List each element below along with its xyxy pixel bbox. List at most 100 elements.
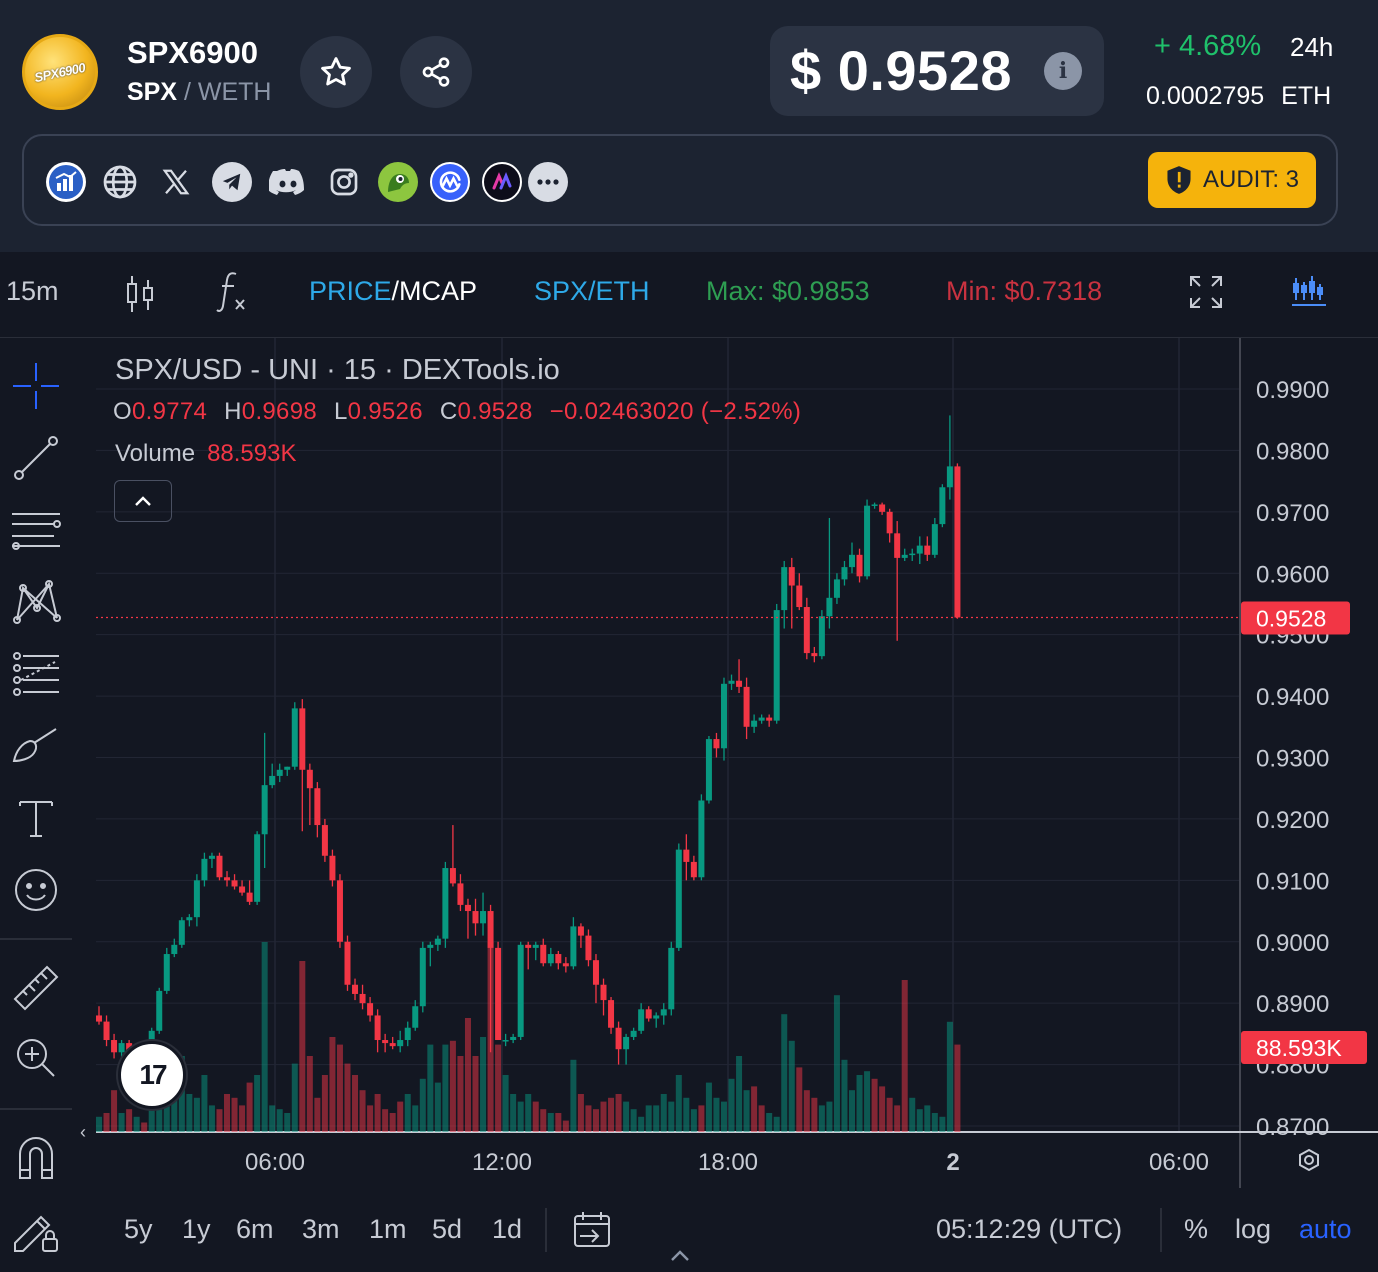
token-logo: SPX6900	[22, 34, 98, 110]
candle-body	[178, 920, 185, 945]
auto-scale-toggle[interactable]: auto	[1299, 1214, 1352, 1244]
token-logo-text: SPX6900	[33, 59, 87, 85]
range-1d[interactable]: 1d	[492, 1214, 523, 1244]
price-change-24h: + 4.68%	[1154, 30, 1262, 62]
volume-toggle-button[interactable]	[1290, 274, 1326, 313]
log-scale-toggle[interactable]: log	[1235, 1214, 1272, 1244]
volume-bar	[133, 1116, 140, 1132]
website-link[interactable]	[100, 162, 140, 202]
text-tool[interactable]	[8, 790, 64, 846]
volume-bar	[495, 1044, 502, 1132]
volume-bar	[683, 1097, 690, 1132]
candle-body	[344, 941, 351, 985]
candle-body	[577, 926, 584, 936]
range-5y[interactable]: 5y	[124, 1214, 153, 1244]
current-price-tag	[1241, 601, 1350, 635]
candle-body	[833, 579, 840, 598]
volume-bar	[254, 1075, 261, 1132]
volume-bar	[585, 1105, 592, 1132]
collapse-legend-button[interactable]	[114, 480, 172, 522]
candle-body	[796, 585, 803, 608]
volume-bar	[570, 1059, 577, 1132]
candle-body	[374, 1015, 381, 1041]
trend-line-tool[interactable]	[8, 430, 64, 486]
volume-tag	[1241, 1031, 1367, 1064]
price-mcap-toggle[interactable]: PRICE/MCAP	[309, 276, 477, 307]
candle-body	[359, 993, 366, 1004]
candle-body	[389, 1043, 396, 1047]
percent-scale-toggle[interactable]: %	[1184, 1214, 1209, 1244]
more-links-button[interactable]	[528, 162, 568, 202]
range-1m[interactable]: 1m	[369, 1214, 407, 1244]
brush-tool[interactable]	[8, 718, 64, 774]
favorite-button[interactable]	[300, 36, 372, 108]
coingecko-link[interactable]	[378, 162, 418, 202]
lock-drawing-tool[interactable]	[8, 1202, 64, 1258]
y-axis-label: 0.9900	[1256, 377, 1329, 404]
tradingview-logo[interactable]: 17	[118, 1041, 186, 1109]
crosshair-tool[interactable]	[8, 358, 64, 414]
volume-bar	[675, 1075, 682, 1132]
horizontal-lines-tool[interactable]	[8, 502, 64, 558]
candle-body	[585, 935, 592, 961]
go-to-date-button[interactable]	[572, 1210, 612, 1253]
y-axis-label: 0.9100	[1256, 868, 1329, 895]
volume-tag-text: 88.593K	[1256, 1035, 1342, 1061]
fib-retracement-tool[interactable]	[8, 646, 64, 702]
indicators-button[interactable]	[216, 270, 250, 319]
share-icon	[422, 57, 450, 87]
candle-body	[224, 877, 231, 881]
ruler-tool[interactable]	[8, 960, 64, 1016]
utc-clock[interactable]: 05:12:29 (UTC)	[936, 1214, 1123, 1244]
telegram-link[interactable]	[212, 162, 252, 202]
telegram-icon	[222, 173, 241, 191]
x-link[interactable]	[156, 162, 196, 202]
bottom-divider	[1160, 1208, 1162, 1252]
low-value: 0.9526	[347, 398, 423, 425]
candle-body	[562, 963, 569, 967]
volume-bar	[901, 980, 908, 1132]
interval-select[interactable]: 15m	[6, 276, 59, 306]
zoom-in-tool[interactable]	[8, 1030, 64, 1086]
magnet-icon	[19, 1137, 53, 1179]
coinmarketcap-link[interactable]	[430, 162, 470, 202]
y-axis-label: 0.9000	[1256, 930, 1329, 957]
price-label: PRICE	[309, 276, 392, 306]
volume-bar	[577, 1094, 584, 1132]
range-6m[interactable]: 6m	[236, 1214, 274, 1244]
volume-bar	[645, 1105, 652, 1132]
candle-body	[193, 880, 200, 918]
fullscreen-button[interactable]	[1188, 274, 1224, 315]
x-axis-label: 18:00	[698, 1149, 758, 1176]
candle-body	[931, 524, 938, 555]
candle-body	[329, 855, 336, 881]
open-key: O	[113, 398, 132, 425]
discord-link[interactable]	[268, 162, 308, 202]
volume-bar	[148, 1101, 155, 1132]
audit-button[interactable]: AUDIT: 3	[1148, 152, 1316, 208]
x-axis-label: 06:00	[1149, 1149, 1209, 1176]
volume-bar	[592, 1109, 599, 1132]
instagram-link[interactable]	[324, 162, 364, 202]
pair-toggle[interactable]: SPX/ETH	[534, 276, 650, 306]
range-5d[interactable]: 5d	[432, 1214, 463, 1244]
pattern-tool[interactable]	[8, 574, 64, 630]
volume-bar	[427, 1044, 434, 1132]
token-name: SPX6900	[127, 35, 258, 70]
share-button[interactable]	[400, 36, 472, 108]
range-3m[interactable]: 3m	[302, 1214, 340, 1244]
volume-bar	[321, 1075, 328, 1132]
emoji-tool[interactable]	[8, 862, 64, 918]
magnet-tool[interactable]	[8, 1130, 64, 1186]
chart-bottom-bar: 5y 1y 6m 3m 1m 5d 1d 05:12:29 (UTC) % lo…	[0, 1198, 1378, 1272]
candle-body	[555, 954, 562, 964]
candle-body	[683, 849, 690, 862]
scroll-up-handle[interactable]	[670, 1248, 690, 1269]
candle-type-button[interactable]	[124, 274, 156, 319]
info-icon[interactable]: i	[1044, 52, 1082, 90]
range-1y[interactable]: 1y	[182, 1214, 211, 1244]
dappradar-link[interactable]	[482, 162, 522, 202]
candle-body	[284, 766, 291, 770]
candle-body	[909, 553, 916, 556]
chart-app-link[interactable]	[46, 162, 86, 202]
